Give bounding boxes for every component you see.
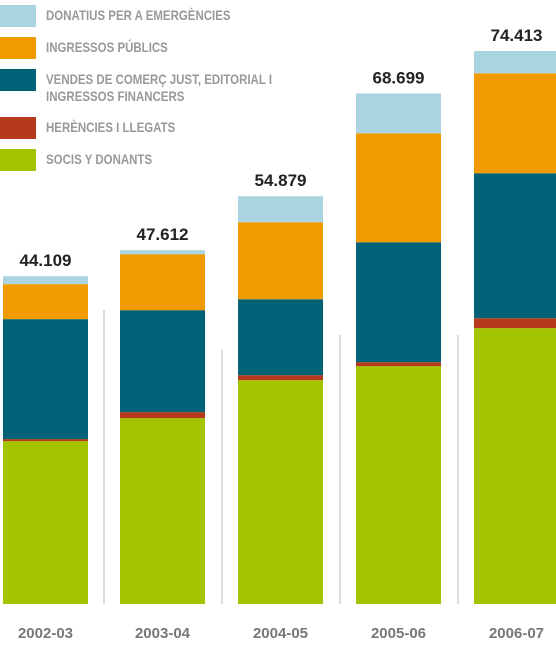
bar-segment bbox=[238, 380, 323, 604]
legend-item: INGRESSOS PÚBLICS bbox=[0, 37, 356, 59]
x-tick-label: 2002-03 bbox=[18, 625, 73, 642]
total-label: 68.699 bbox=[373, 68, 425, 87]
bar-segment bbox=[474, 318, 556, 329]
legend-swatch bbox=[0, 149, 36, 171]
total-label: 44.109 bbox=[20, 251, 72, 270]
bar-segment bbox=[238, 222, 323, 300]
bar-segment bbox=[120, 418, 205, 604]
bar-segment bbox=[356, 242, 441, 363]
bar-segment bbox=[356, 366, 441, 604]
bar-segment bbox=[120, 310, 205, 413]
total-label: 74.413 bbox=[491, 26, 543, 45]
x-tick-label: 2005-06 bbox=[371, 625, 426, 642]
bar-segment bbox=[3, 441, 88, 604]
total-label: 47.612 bbox=[137, 225, 189, 244]
x-tick-label: 2003-04 bbox=[135, 625, 191, 642]
bar-segment bbox=[238, 196, 323, 223]
bar-segment bbox=[356, 133, 441, 243]
x-tick-label: 2006-07 bbox=[489, 625, 544, 642]
bar-segment bbox=[120, 254, 205, 311]
bar-segment bbox=[474, 73, 556, 174]
legend-item: VENDES DE COMERÇ JUST, EDITORIAL I INGRE… bbox=[0, 69, 356, 105]
legend-label: DONATIUS PER A EMERGÈNCIES bbox=[46, 7, 231, 23]
legend-label: INGRESSOS PÚBLICS bbox=[46, 39, 168, 55]
x-tick-label: 2004-05 bbox=[253, 625, 308, 642]
legend-swatch bbox=[0, 69, 36, 91]
bar-segment bbox=[120, 412, 205, 419]
bar-segment bbox=[474, 328, 556, 604]
legend-swatch bbox=[0, 117, 36, 139]
legend-label: VENDES DE COMERÇ JUST, EDITORIAL I INGRE… bbox=[46, 71, 273, 104]
bar-segment bbox=[356, 362, 441, 367]
bar-segment bbox=[356, 93, 441, 134]
bar-segment bbox=[3, 319, 88, 440]
bar-segment bbox=[3, 276, 88, 285]
legend-swatch bbox=[0, 5, 36, 27]
bar-segment bbox=[474, 173, 556, 319]
legend-label: HERÈNCIES I LLEGATS bbox=[46, 119, 176, 135]
bar-segment bbox=[3, 284, 88, 320]
legend-item: SOCIS Y DONANTS bbox=[0, 149, 356, 171]
bar-segment bbox=[238, 375, 323, 381]
total-label: 54.879 bbox=[255, 171, 307, 190]
legend-label: SOCIS Y DONANTS bbox=[46, 151, 153, 167]
bar-segment bbox=[238, 299, 323, 376]
bar-segment bbox=[474, 51, 556, 74]
bar-segment bbox=[3, 439, 88, 442]
dividers bbox=[103, 310, 459, 604]
legend-item: HERÈNCIES I LLEGATS bbox=[0, 117, 356, 139]
legend-item: DONATIUS PER A EMERGÈNCIES bbox=[0, 5, 356, 27]
bar-segment bbox=[120, 250, 205, 255]
legend-swatch bbox=[0, 37, 36, 59]
